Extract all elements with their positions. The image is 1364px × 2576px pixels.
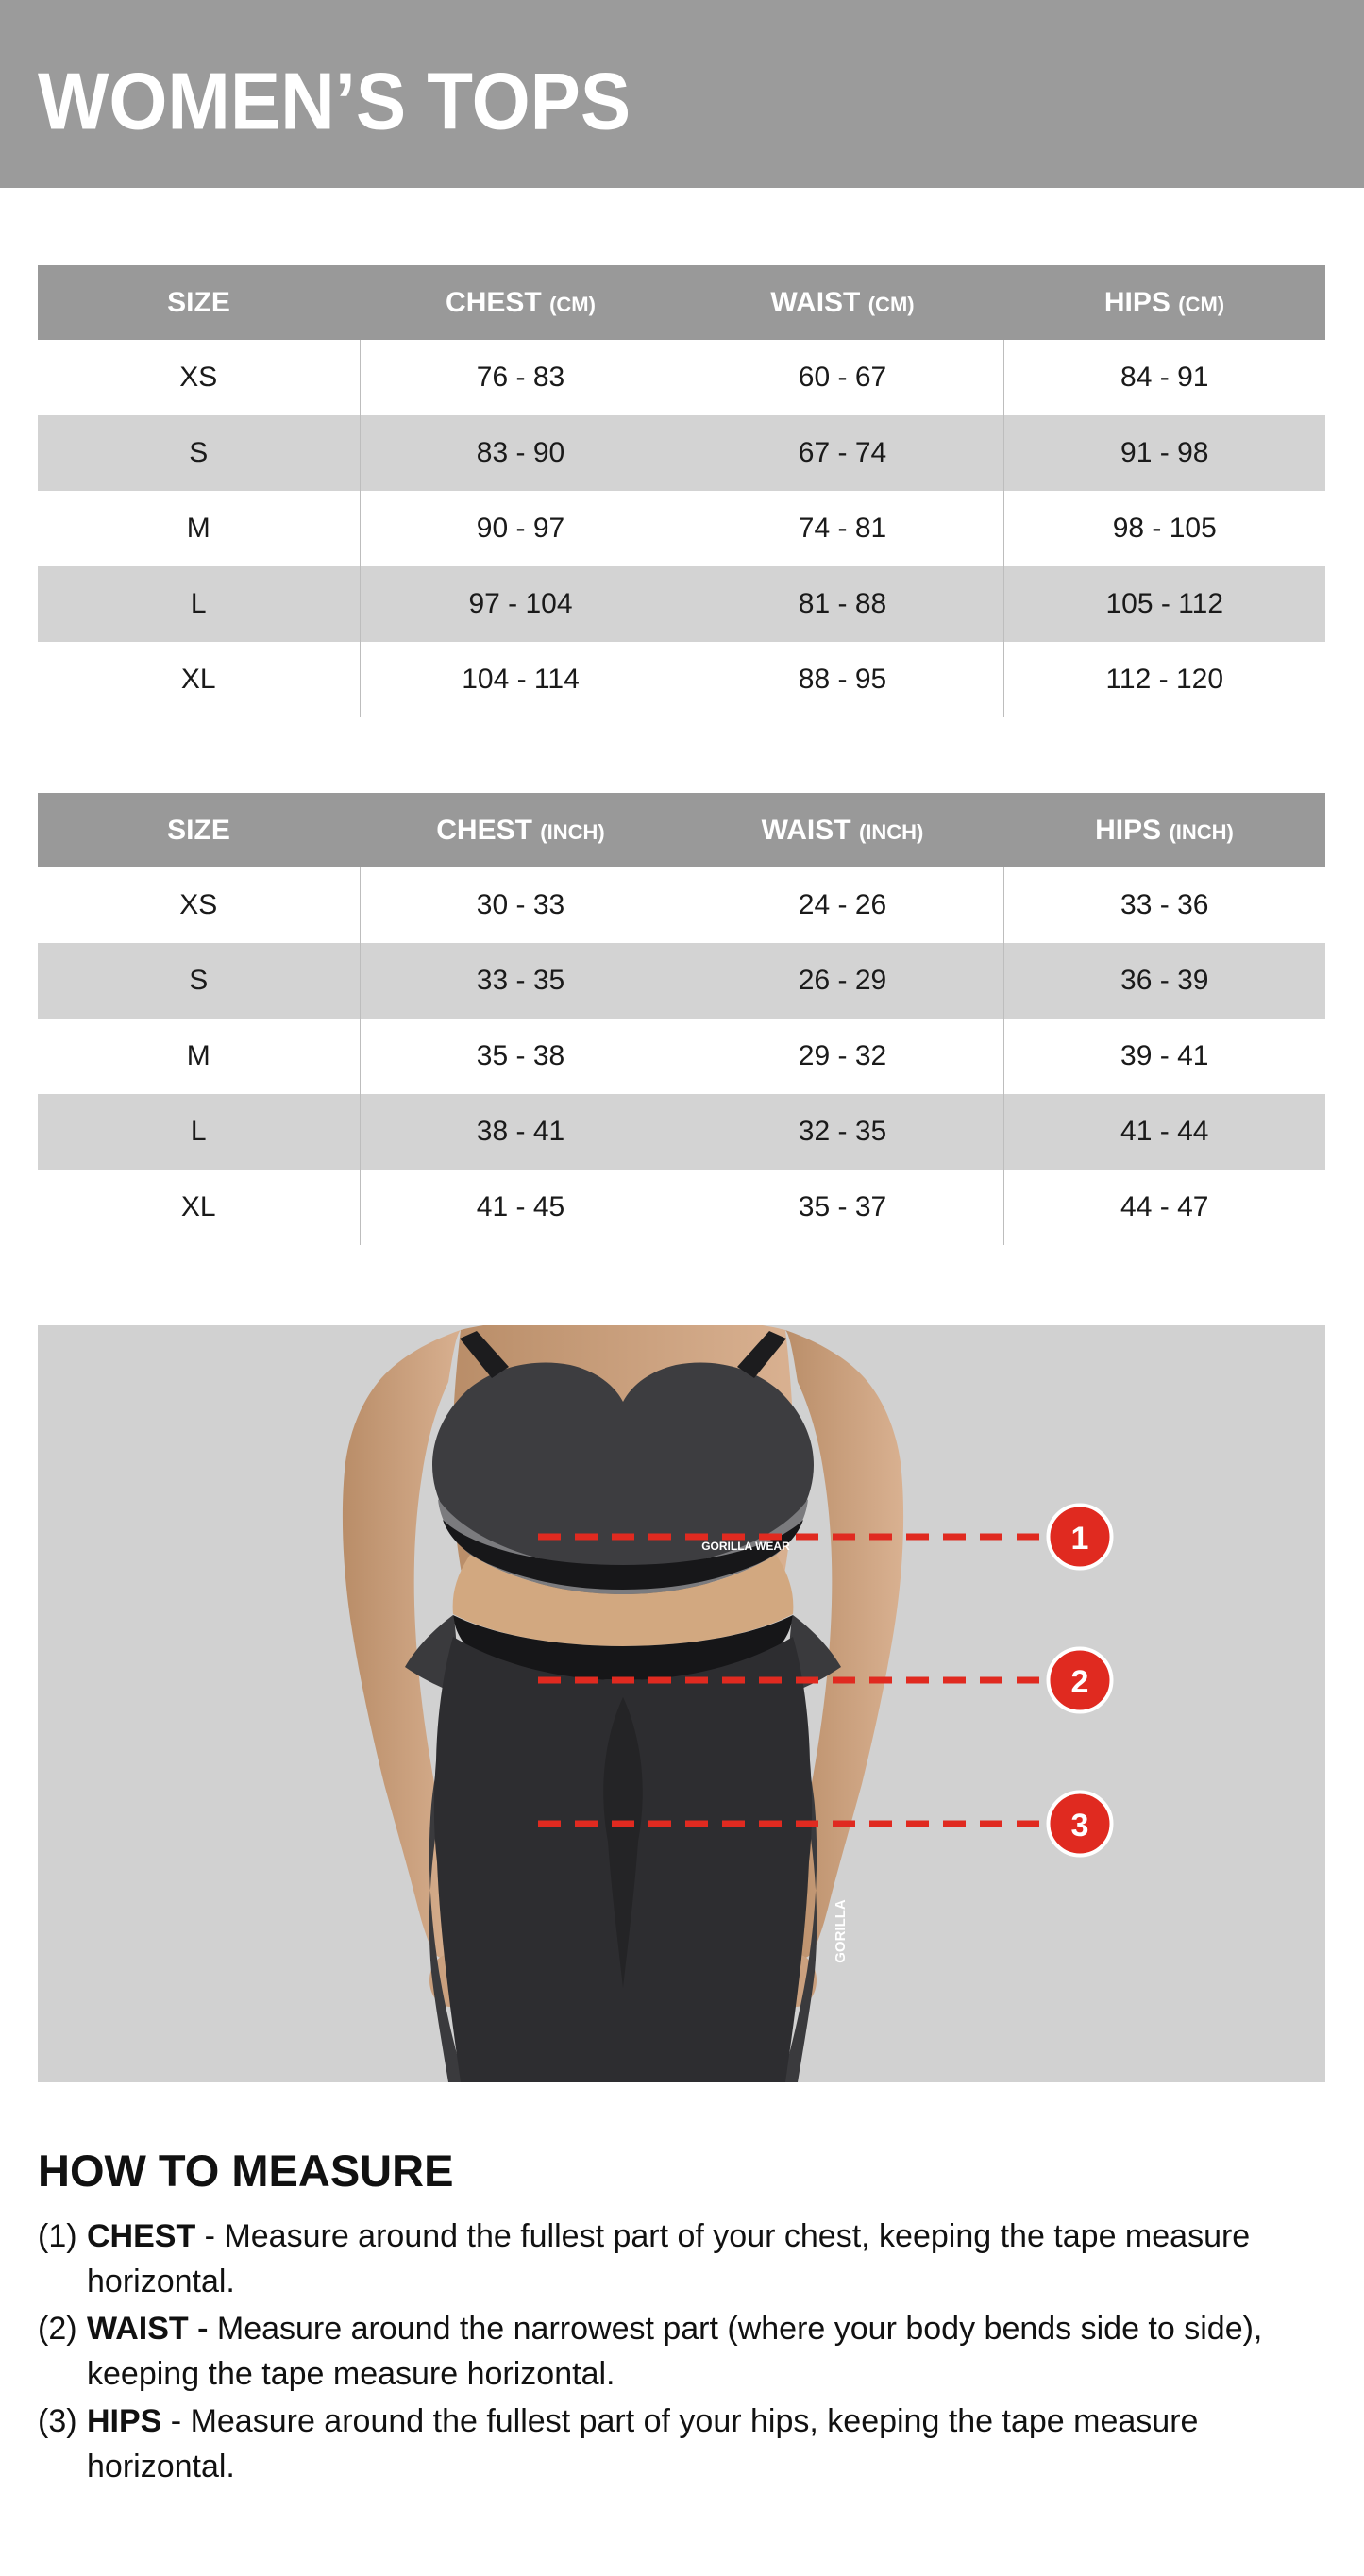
svg-text:3: 3 xyxy=(1071,1808,1089,1844)
svg-text:2: 2 xyxy=(1071,1664,1089,1700)
svg-text:GORILLA WEAR: GORILLA WEAR xyxy=(701,1540,790,1553)
svg-text:GORILLA: GORILLA xyxy=(833,1899,849,1963)
svg-text:1: 1 xyxy=(1071,1521,1089,1557)
